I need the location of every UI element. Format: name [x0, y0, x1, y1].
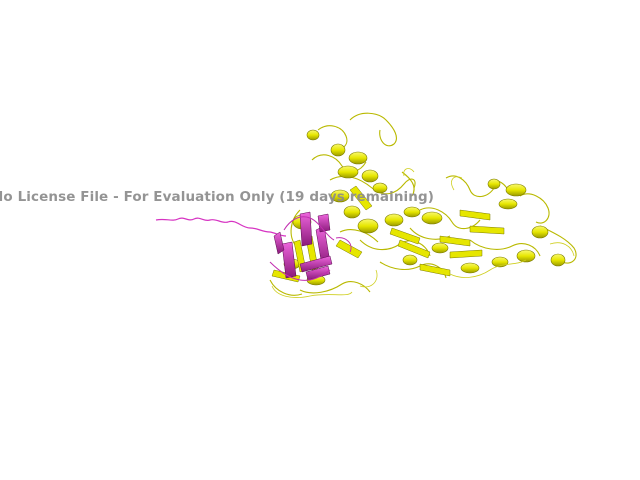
evaluation-watermark: No License File - For Evaluation Only (1…	[0, 189, 435, 205]
chain-a-strands	[271, 185, 505, 283]
chain-a-coils	[269, 112, 577, 296]
chain-b-loops	[269, 216, 352, 281]
chain-a-outline-loops	[271, 168, 575, 298]
chain-a-helices	[283, 129, 566, 286]
chain-b-domain	[273, 211, 333, 281]
chain-b-tail	[155, 217, 287, 237]
